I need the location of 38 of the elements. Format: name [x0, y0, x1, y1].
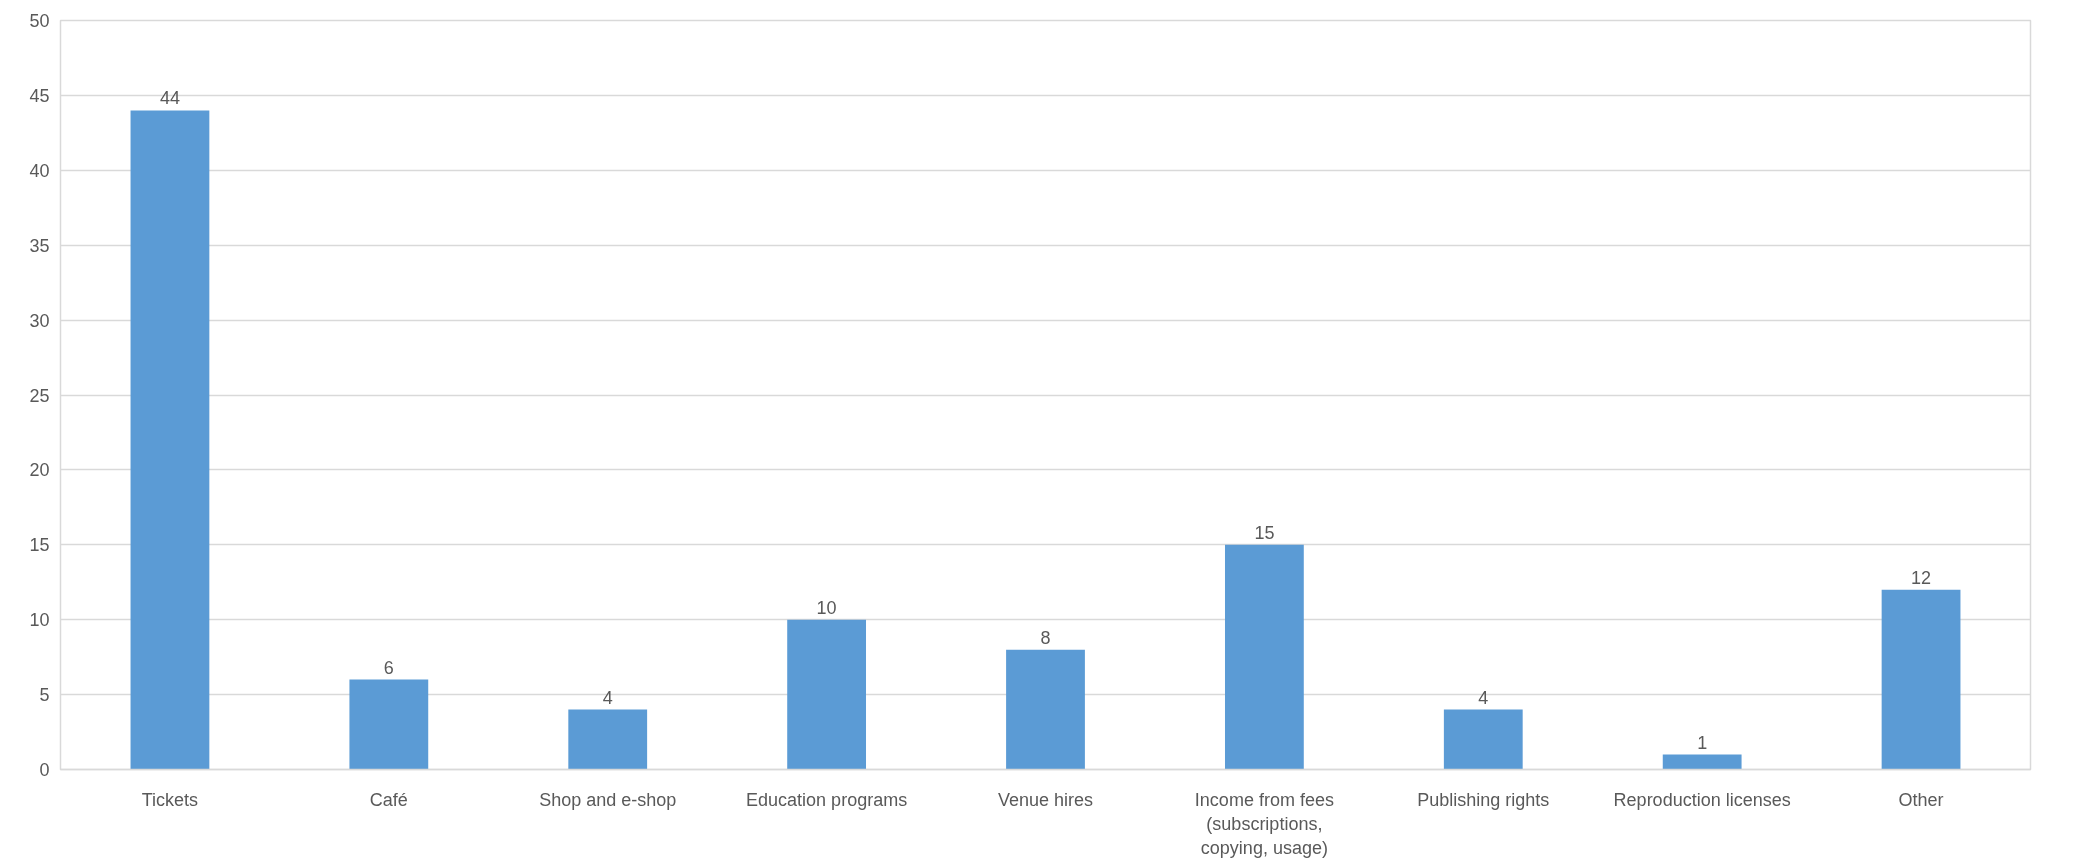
data-label: 12	[1911, 567, 1932, 588]
y-tick-label: 30	[29, 310, 50, 331]
y-tick-label: 10	[29, 610, 50, 631]
y-tick-label: 25	[29, 385, 50, 406]
bar	[1662, 754, 1742, 770]
data-label: 15	[1254, 522, 1275, 543]
x-tick-label: Education programs	[746, 789, 908, 810]
y-tick-label: 5	[39, 685, 50, 706]
bar	[130, 110, 210, 770]
bar	[787, 619, 867, 770]
y-tick-label: 50	[29, 11, 50, 31]
x-tick-label: Café	[369, 789, 408, 810]
y-tick-label: 20	[29, 460, 50, 481]
bar	[1881, 589, 1961, 770]
data-label: 4	[602, 687, 613, 708]
bar	[1224, 544, 1304, 770]
data-label: 44	[159, 88, 180, 109]
bar	[568, 709, 648, 770]
x-tick-label: Other	[1898, 789, 1944, 810]
y-tick-label: 15	[29, 535, 50, 556]
y-tick-label: 35	[29, 235, 50, 256]
x-tick-label: Reproduction licenses	[1613, 789, 1791, 810]
x-tick-label: Income from fees (subscriptions, copying, usage)	[1194, 789, 1334, 858]
x-tick-label: Venue hires	[997, 789, 1094, 810]
x-tick-label: Publishing rights	[1417, 789, 1550, 810]
x-tick-label: Tickets	[141, 789, 199, 810]
y-tick-label: 45	[29, 85, 50, 106]
y-tick-label: 40	[29, 160, 50, 181]
data-label: 10	[816, 597, 837, 618]
bar	[1443, 709, 1523, 770]
bar	[349, 679, 429, 770]
bar	[1006, 649, 1085, 770]
y-tick-label: 0	[39, 760, 50, 780]
data-label: 6	[383, 657, 394, 678]
data-label: 4	[1478, 687, 1489, 708]
data-label: 8	[1040, 627, 1051, 648]
data-label: 1	[1697, 732, 1708, 753]
x-tick-label: Shop and e-shop	[539, 789, 677, 810]
